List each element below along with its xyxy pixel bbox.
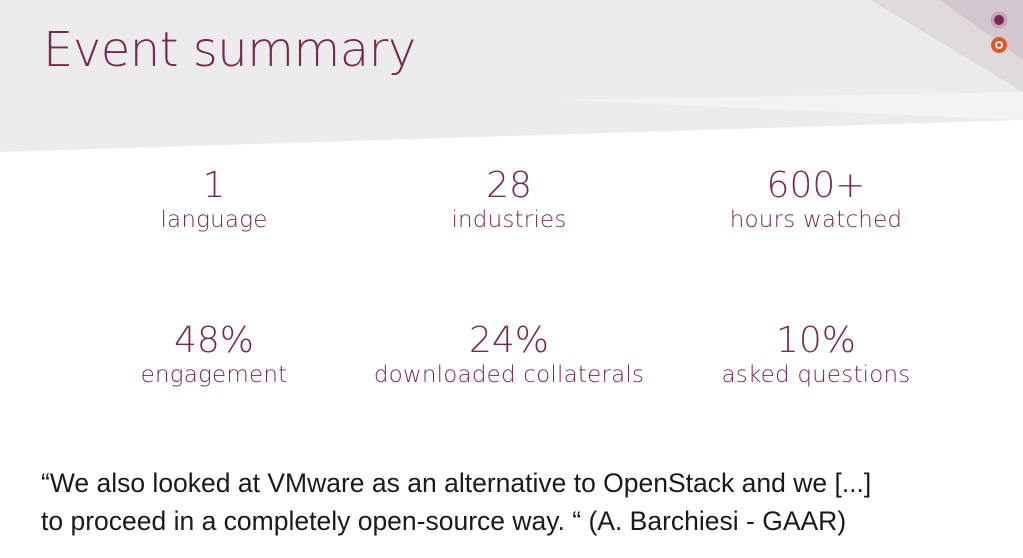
stat-label: engagement — [140, 362, 288, 388]
stat-label: industries — [451, 207, 567, 233]
customer-quote: “We also looked at VMware as an alternat… — [41, 464, 1001, 540]
brand-logo — [989, 10, 1011, 58]
stat-value: 28 — [486, 165, 532, 206]
quote-line-1: “We also looked at VMware as an alternat… — [41, 468, 872, 498]
stat-value: 600+ — [766, 165, 866, 206]
stat-value: 24% — [468, 320, 549, 361]
stat-label: language — [160, 207, 268, 233]
stat-asked-questions: 10% asked questions — [646, 321, 986, 389]
stat-industries: 28 industries — [339, 166, 679, 234]
aubergine-circle-icon — [991, 12, 1007, 28]
stat-value: 48% — [173, 320, 254, 361]
quote-line-2: to proceed in a completely open-source w… — [41, 506, 847, 536]
stat-label: asked questions — [721, 362, 911, 388]
stat-value: 10% — [775, 320, 856, 361]
stat-value: 1 — [202, 165, 226, 206]
stat-downloaded-collaterals: 24% downloaded collaterals — [339, 321, 679, 389]
stat-languages: 1 language — [44, 166, 384, 234]
page-title: Event summary — [43, 22, 416, 78]
stat-hours-watched: 600+ hours watched — [646, 166, 986, 234]
ubuntu-circle-of-friends-icon — [991, 37, 1007, 53]
stat-label: hours watched — [729, 207, 903, 233]
stat-engagement: 48% engagement — [44, 321, 384, 389]
stat-label: downloaded collaterals — [373, 362, 645, 388]
